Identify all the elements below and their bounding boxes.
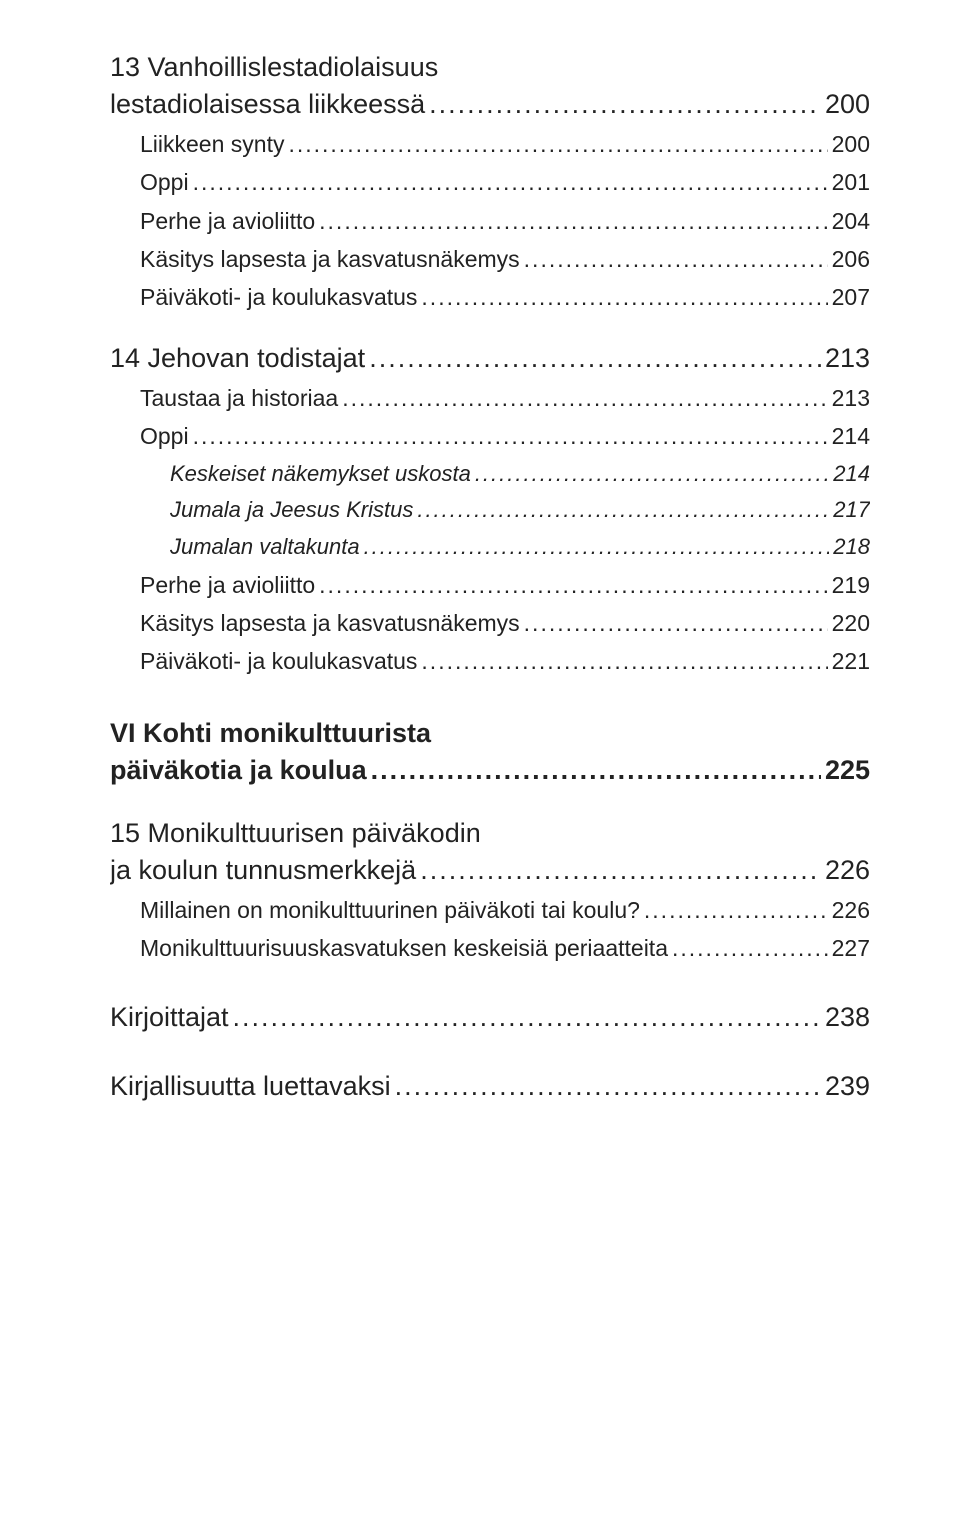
page-number: 219	[832, 569, 870, 601]
leader-dots	[371, 753, 821, 788]
kirjallisuutta: Kirjallisuutta luettavaksi 239	[110, 1071, 870, 1102]
toc-subitem: Perhe ja avioliitto 219	[140, 569, 870, 601]
page-number: 213	[832, 382, 870, 414]
end-item-text: Kirjallisuutta luettavaksi	[110, 1071, 391, 1102]
subitem-text: Päiväkoti- ja koulukasvatus	[140, 281, 417, 313]
toc-subitem: Päiväkoti- ja koulukasvatus 221	[140, 645, 870, 677]
page-number: 214	[832, 420, 870, 452]
toc-subitem: Käsitys lapsesta ja kasvatusnäkemys 220	[140, 607, 870, 639]
chapter-14-title: 14 Jehovan todistajat 213	[110, 341, 870, 376]
toc-subitem: Millainen on monikulttuurinen päiväkoti …	[140, 894, 870, 926]
page-number: 238	[825, 1002, 870, 1033]
page-number: 221	[832, 645, 870, 677]
leader-dots	[420, 853, 821, 888]
leader-dots	[233, 1002, 821, 1033]
toc-subitem: Päiväkoti- ja koulukasvatus 207	[140, 281, 870, 313]
chapter-text: ja koulun tunnusmerkkejä	[110, 853, 416, 888]
leader-dots	[524, 243, 828, 275]
toc-subsubitem: Jumala ja Jeesus Kristus 217	[170, 495, 870, 526]
leader-dots	[193, 420, 828, 452]
page-number: 226	[832, 894, 870, 926]
page-number: 214	[833, 459, 870, 490]
chapter-text: 14 Jehovan todistajat	[110, 341, 365, 376]
subitem-text: Liikkeen synty	[140, 128, 284, 160]
subsubitem-text: Keskeiset näkemykset uskosta	[170, 459, 471, 490]
toc-subitem: Käsitys lapsesta ja kasvatusnäkemys 206	[140, 243, 870, 275]
leader-dots	[342, 382, 827, 414]
subitem-text: Perhe ja avioliitto	[140, 569, 315, 601]
leader-dots	[364, 532, 830, 563]
chapter-15-line1: 15 Monikulttuurisen päiväkodin	[110, 816, 870, 851]
leader-dots	[421, 645, 827, 677]
page-number: 207	[832, 281, 870, 313]
toc-subitem: Oppi 214	[140, 420, 870, 452]
leader-dots	[369, 341, 821, 376]
part-text: päiväkotia ja koulua	[110, 753, 367, 788]
page-number: 226	[825, 853, 870, 888]
part-6-line1: VI Kohti monikulttuurista	[110, 716, 870, 751]
leader-dots	[644, 894, 828, 926]
subsubitem-text: Jumala ja Jeesus Kristus	[170, 495, 413, 526]
leader-dots	[524, 607, 828, 639]
subitem-text: Taustaa ja historiaa	[140, 382, 338, 414]
leader-dots	[319, 205, 827, 237]
end-item-text: Kirjoittajat	[110, 1002, 229, 1033]
page-number: 200	[825, 87, 870, 122]
chapter-13-line1: 13 Vanhoillislestadiolaisuus	[110, 50, 870, 85]
toc-subitem: Monikulttuurisuuskasvatuksen keskeisiä p…	[140, 932, 870, 964]
subitem-text: Oppi	[140, 420, 189, 452]
page-number: 218	[833, 532, 870, 563]
subitem-text: Perhe ja avioliitto	[140, 205, 315, 237]
leader-dots	[429, 87, 821, 122]
subitem-text: Käsitys lapsesta ja kasvatusnäkemys	[140, 607, 520, 639]
subitem-text: Monikulttuurisuuskasvatuksen keskeisiä p…	[140, 932, 668, 964]
leader-dots	[417, 495, 829, 526]
chapter-text: lestadiolaisessa liikkeessä	[110, 87, 425, 122]
page-number: 225	[825, 753, 870, 788]
toc-subitem: Oppi 201	[140, 166, 870, 198]
page-number: 206	[832, 243, 870, 275]
subsubitem-text: Jumalan valtakunta	[170, 532, 360, 563]
leader-dots	[672, 932, 828, 964]
toc-subitem: Perhe ja avioliitto 204	[140, 205, 870, 237]
page-number: 239	[825, 1071, 870, 1102]
toc-subitem: Taustaa ja historiaa 213	[140, 382, 870, 414]
page-number: 220	[832, 607, 870, 639]
leader-dots	[475, 459, 829, 490]
subitem-text: Millainen on monikulttuurinen päiväkoti …	[140, 894, 640, 926]
chapter-13-line2: lestadiolaisessa liikkeessä 200	[110, 87, 870, 122]
leader-dots	[421, 281, 827, 313]
leader-dots	[193, 166, 828, 198]
toc-subsubitem: Keskeiset näkemykset uskosta 214	[170, 459, 870, 490]
toc-subitem: Liikkeen synty 200	[140, 128, 870, 160]
page-number: 227	[832, 932, 870, 964]
leader-dots	[319, 569, 827, 601]
page-number: 204	[832, 205, 870, 237]
chapter-15-line2: ja koulun tunnusmerkkejä 226	[110, 853, 870, 888]
leader-dots	[288, 128, 827, 160]
page-number: 200	[832, 128, 870, 160]
subitem-text: Oppi	[140, 166, 189, 198]
toc-subsubitem: Jumalan valtakunta 218	[170, 532, 870, 563]
part-6: VI Kohti monikulttuurista päiväkotia ja …	[110, 716, 870, 788]
kirjoittajat: Kirjoittajat 238	[110, 1002, 870, 1033]
page-number: 217	[833, 495, 870, 526]
page-number: 201	[832, 166, 870, 198]
subitem-text: Päiväkoti- ja koulukasvatus	[140, 645, 417, 677]
chapter-14: 14 Jehovan todistajat 213 Taustaa ja his…	[110, 341, 870, 677]
page-number: 213	[825, 341, 870, 376]
leader-dots	[395, 1071, 821, 1102]
chapter-13: 13 Vanhoillislestadiolaisuus lestadiolai…	[110, 50, 870, 313]
subitem-text: Käsitys lapsesta ja kasvatusnäkemys	[140, 243, 520, 275]
part-6-line2: päiväkotia ja koulua 225	[110, 753, 870, 788]
chapter-15: 15 Monikulttuurisen päiväkodin ja koulun…	[110, 816, 870, 965]
